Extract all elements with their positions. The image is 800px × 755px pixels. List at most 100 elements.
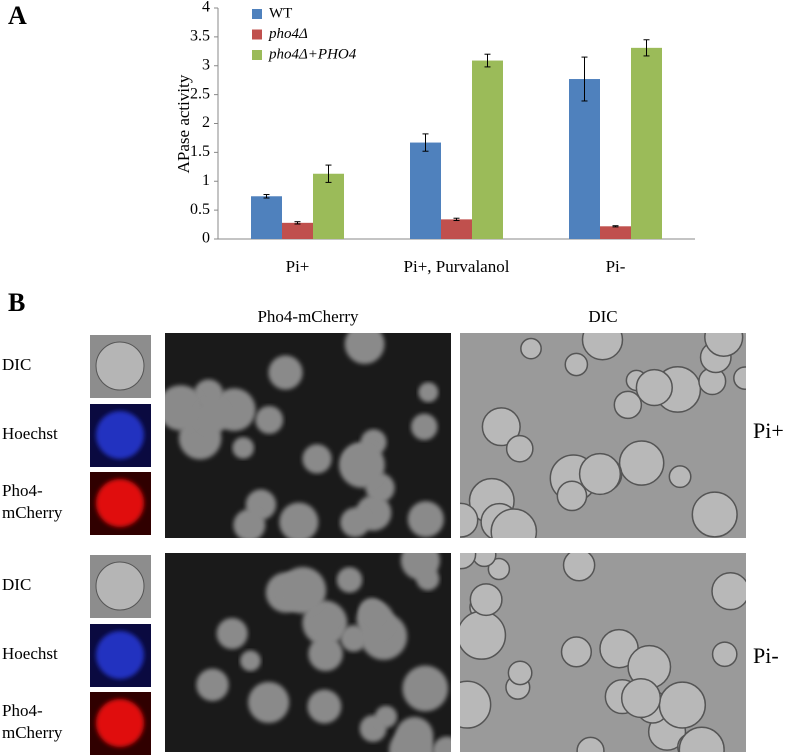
error-bar [453,217,460,222]
error-bar [643,39,650,57]
bar [282,222,313,239]
error-bar [325,164,332,183]
y-axis-label: APase activity [174,74,193,173]
column-header: Pho4-mCherry [257,307,359,326]
cell [678,726,725,752]
bar [569,79,600,239]
cell [340,507,370,538]
bar [313,173,344,239]
micrograph [460,553,746,752]
cell [344,333,385,364]
error-bar [422,133,429,152]
y-tick-label: 3 [202,56,210,73]
cell [308,636,343,672]
y-tick-label: 2.5 [190,85,210,102]
cell [279,567,327,614]
inset-label: Hoechst [2,644,58,663]
y-tick-label: 4 [202,0,210,16]
inset-label: DIC [2,575,31,594]
bar [472,60,503,239]
bar [410,142,441,239]
x-tick-label: Pi+ [286,257,310,276]
cell [578,452,622,496]
cell [248,681,290,724]
x-tick-label: Pi+, Purvalanol [404,257,510,276]
y-tick-label: 3.5 [190,28,210,45]
x-tick-label: Pi- [606,257,626,276]
y-tick-label: 2 [202,114,210,131]
condition-label: Pi+ [753,418,784,443]
cell [400,553,441,580]
cell [340,625,367,652]
cell [268,355,303,390]
legend-label: WT [269,5,292,21]
y-tick-label: 0 [202,230,210,247]
cell [733,366,746,390]
cell [395,716,434,752]
micrograph [165,553,451,752]
inset-label: Hoechst [2,424,58,443]
cell [338,442,385,488]
cell [490,508,538,538]
cell [613,390,643,420]
condition-label: Pi- [753,643,779,668]
cell [668,465,692,489]
cell [562,553,596,582]
inset-label: DIC [2,355,31,374]
legend-label: pho4Δ+PHO4 [268,46,357,62]
cell [505,434,534,463]
micrograph [165,333,451,538]
cell [336,567,363,593]
cell [487,557,511,581]
cell [216,617,248,650]
cell [410,413,438,441]
inset-label: Pho4- [2,481,43,500]
cell [704,333,744,357]
cell [556,480,588,512]
cell [302,600,348,646]
error-bar [612,225,619,228]
cell [560,636,593,668]
legend-swatch [252,29,262,40]
cell [520,337,542,360]
cell [195,398,230,434]
micrograph [460,333,746,538]
error-bar [581,56,588,102]
bar [441,219,472,239]
inset-label: mCherry [2,503,63,522]
legend-swatch [252,50,262,60]
cell [418,382,439,403]
cell [460,680,492,729]
cell [358,598,385,624]
cell [581,333,624,361]
error-bar [263,194,270,199]
cell [233,509,266,538]
error-bar [484,53,491,68]
inset-cell [96,631,144,679]
cell [402,665,449,712]
inset-cell [95,561,145,611]
cell [576,736,605,752]
cell [507,660,533,686]
cell [460,502,479,538]
cell [165,385,204,431]
panel-label: A [8,1,27,30]
cell [307,689,342,724]
bar [251,196,282,239]
cell [302,444,332,474]
legend-label: pho4Δ [268,26,308,42]
inset-label: Pho4- [2,701,43,720]
cell [481,407,521,447]
cell [658,681,707,729]
cell [374,705,398,728]
cell [240,650,261,672]
cells [460,333,746,538]
inset-cell [96,479,144,527]
cell [469,583,503,617]
panel-label: B [8,288,25,317]
inset-cell [96,411,144,459]
inset-label: mCherry [2,723,63,742]
inset-cell [95,341,145,391]
cell [432,736,451,752]
